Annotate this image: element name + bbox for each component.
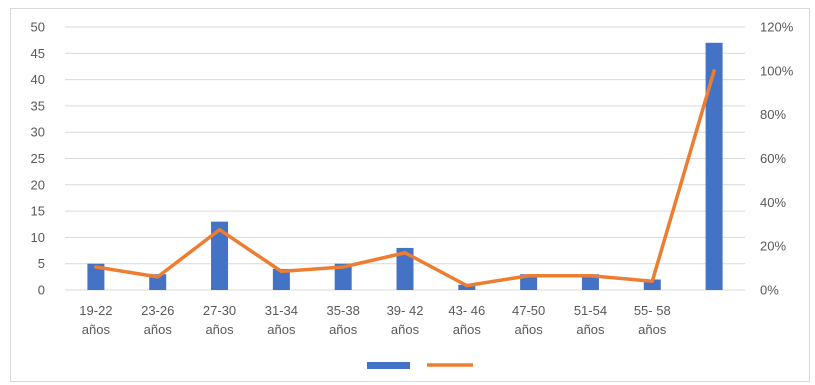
y-right-tick-label: 0% [760, 283, 779, 298]
bar [334, 263, 352, 290]
bar [149, 274, 167, 290]
x-tick-label: 31-34 [265, 303, 298, 318]
x-tick-label: años [576, 322, 605, 337]
x-tick-label: 27-30 [203, 303, 236, 318]
line-series [94, 69, 716, 288]
y-left-tick-label: 0 [38, 283, 45, 298]
x-tick-label: 23-26 [141, 303, 174, 318]
bar [643, 279, 661, 290]
x-tick-label: años [144, 322, 173, 337]
y-right-tick-label: 100% [760, 63, 794, 78]
y-right-tick-label: 80% [760, 107, 786, 122]
y-left-tick-label: 5 [38, 256, 45, 271]
x-tick-label: 51-54 [574, 303, 607, 318]
y-left-tick-label: 10 [31, 230, 45, 245]
y-left-tick-label: 50 [31, 20, 45, 35]
bar [272, 268, 290, 290]
x-tick-label: años [515, 322, 544, 337]
x-tick-label: 47-50 [512, 303, 545, 318]
y-left-tick-label: 45 [31, 46, 45, 61]
x-tick-label: años [82, 322, 111, 337]
bar [458, 284, 476, 290]
y-right-tick-label: 40% [760, 195, 786, 210]
bar [705, 42, 723, 290]
x-tick-label: años [638, 322, 667, 337]
x-tick-label: años [453, 322, 482, 337]
y-left-tick-label: 20 [31, 177, 45, 192]
x-tick-label: años [205, 322, 234, 337]
bar [211, 221, 229, 290]
legend-bar-marker [367, 362, 410, 369]
x-tick-label: 43- 46 [448, 303, 485, 318]
y-left-tick-label: 30 [31, 125, 45, 140]
x-tick-label: años [391, 322, 420, 337]
bar [581, 274, 599, 290]
x-tick-label: 39- 42 [387, 303, 424, 318]
bar [87, 263, 105, 290]
y-left-tick-label: 25 [31, 151, 45, 166]
y-left-tick-label: 35 [31, 98, 45, 113]
y-right-tick-label: 60% [760, 151, 786, 166]
y-left-tick-label: 15 [31, 204, 45, 219]
x-tick-label: 55- 58 [634, 303, 671, 318]
x-tick-label: años [267, 322, 296, 337]
y-right-tick-label: 120% [760, 20, 794, 35]
x-tick-label: 19-22 [79, 303, 112, 318]
bar [396, 247, 414, 290]
x-tick-label: años [329, 322, 358, 337]
y-left-tick-label: 40 [31, 72, 45, 87]
y-right-tick-label: 20% [760, 239, 786, 254]
x-tick-label: 35-38 [327, 303, 360, 318]
